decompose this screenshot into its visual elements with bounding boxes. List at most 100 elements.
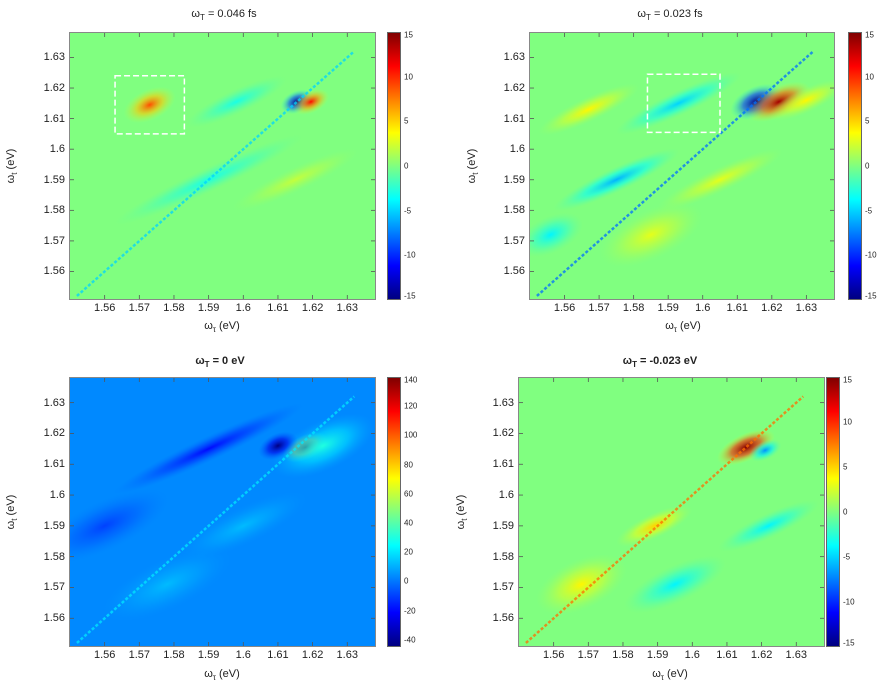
- dashed-box: [114, 75, 186, 135]
- colorbar-tick-label: -20: [404, 606, 416, 615]
- x-tick-label: 1.59: [657, 302, 679, 314]
- x-tick-label: 1.62: [301, 649, 324, 661]
- colorbar-tick-label: 5: [843, 462, 848, 472]
- heatmap-feature: [624, 555, 726, 614]
- y-tick-label: 1.61: [503, 112, 525, 125]
- colorbar-tick-label: 15: [865, 30, 874, 40]
- x-tick-label: 1.58: [612, 649, 634, 661]
- heatmap-background: [530, 33, 834, 299]
- y-axis-label: ωt (eV): [466, 148, 480, 184]
- heatmap-plot: [69, 377, 376, 647]
- heatmap-svg: [530, 33, 834, 299]
- y-tick-label: 1.62: [492, 427, 514, 440]
- colorbar-tick-label: 5: [404, 116, 409, 126]
- heatmap-feature: [553, 148, 680, 211]
- colorbar-tick-label: 140: [404, 375, 418, 385]
- x-tick-label: 1.58: [622, 302, 645, 314]
- y-tick-label: 1.58: [503, 204, 525, 217]
- heatmap-feature: [185, 75, 287, 128]
- x-tick-label: 1.6: [695, 302, 711, 314]
- y-tick-label: 1.57: [503, 234, 525, 247]
- x-axis-label: ωτ (eV): [204, 320, 240, 334]
- colorbar-tick-label: 20: [404, 547, 413, 557]
- heatmap-feature: [538, 83, 640, 136]
- colorbar-tick-label: 120: [404, 401, 418, 411]
- y-tick-label: 1.59: [43, 173, 65, 186]
- heatmap-feature: [657, 148, 783, 211]
- heatmap-feature: [768, 79, 834, 121]
- colorbar-tick-label: -5: [404, 206, 412, 216]
- x-tick-label: 1.62: [761, 302, 783, 314]
- x-tick-label: 1.6: [684, 649, 700, 661]
- heatmap-plot: [69, 32, 376, 300]
- x-tick-label: 1.62: [301, 302, 324, 314]
- y-tick-label: 1.57: [492, 581, 514, 594]
- y-tick-label: 1.62: [503, 82, 525, 95]
- y-tick-label: 1.61: [43, 458, 65, 471]
- colorbar-tick-label: 0: [404, 576, 409, 586]
- colorbar-tick-label: -40: [404, 635, 416, 645]
- heatmap-feature: [123, 86, 176, 123]
- x-tick-label: 1.57: [128, 649, 151, 661]
- y-tick-label: 1.58: [43, 204, 65, 217]
- y-tick-label: 1.56: [492, 612, 514, 625]
- x-tick-label: 1.61: [726, 302, 748, 314]
- x-tick-label: 1.61: [267, 302, 289, 314]
- x-tick-label: 1.59: [197, 649, 220, 661]
- x-tick-label: 1.56: [542, 649, 565, 661]
- y-tick-label: 1.63: [43, 396, 65, 409]
- colorbar-tick-label: -10: [865, 250, 877, 260]
- x-tick-label: 1.57: [588, 302, 610, 314]
- colorbar-tick-label: -15: [865, 291, 877, 301]
- heatmap-feature: [179, 492, 307, 560]
- y-tick-label: 1.56: [43, 612, 65, 625]
- y-tick-label: 1.6: [49, 489, 65, 502]
- colorbar-tick-label: 40: [404, 518, 413, 528]
- heatmap-svg: [70, 378, 375, 646]
- colorbar-tick-label: 5: [865, 116, 870, 126]
- chart-title: ωT = 0.023 fs: [637, 8, 703, 22]
- heatmap-feature: [746, 81, 811, 122]
- colorbar-tick-label: -15: [843, 638, 855, 648]
- x-axis-label: ωτ (eV): [652, 668, 688, 682]
- colorbar-tick-label: 10: [865, 72, 874, 82]
- colorbar-tick-label: 0: [865, 161, 870, 171]
- colorbar-tick-label: 60: [404, 489, 413, 499]
- y-tick-label: 1.62: [43, 82, 65, 95]
- x-tick-label: 1.63: [336, 649, 358, 661]
- chart-title: ωT = -0.023 eV: [622, 355, 698, 369]
- heatmap-feature: [292, 88, 330, 115]
- x-tick-label: 1.63: [785, 649, 807, 661]
- y-tick-label: 1.63: [503, 51, 525, 64]
- x-tick-label: 1.63: [336, 302, 358, 314]
- y-tick-label: 1.6: [498, 489, 514, 502]
- colorbar-tick-label: 80: [404, 460, 413, 470]
- heatmap-feature: [70, 489, 169, 563]
- x-tick-label: 1.63: [795, 302, 818, 314]
- colorbar-tick-label: -10: [843, 597, 855, 607]
- heatmap-plot: [518, 377, 825, 647]
- heatmap-feature: [103, 547, 231, 622]
- y-tick-label: 1.59: [492, 519, 514, 532]
- colorbar-tick-label: 10: [404, 72, 413, 82]
- heatmap-feature: [718, 499, 820, 552]
- heatmap-feature: [717, 429, 775, 466]
- x-tick-label: 1.58: [163, 302, 185, 314]
- x-tick-label: 1.62: [750, 649, 773, 661]
- x-axis-label: ωτ (eV): [665, 320, 701, 334]
- colorbar-tick-label: -5: [843, 552, 851, 562]
- heatmap-svg: [70, 33, 375, 299]
- diagonal-line: [536, 50, 815, 297]
- colorbar: [387, 32, 401, 300]
- colorbar-tick-label: 100: [404, 430, 418, 440]
- colorbar: [848, 32, 862, 300]
- colorbar-tick-label: -5: [865, 206, 873, 216]
- x-tick-label: 1.59: [646, 649, 669, 661]
- heatmap-plot: [529, 32, 835, 300]
- x-tick-label: 1.58: [163, 649, 185, 661]
- heatmap-feature: [616, 505, 693, 547]
- heatmap-feature: [536, 554, 627, 615]
- colorbar-tick-label: 15: [404, 30, 413, 40]
- colorbar-tick-label: 0: [843, 507, 848, 517]
- x-tick-label: 1.61: [716, 649, 738, 661]
